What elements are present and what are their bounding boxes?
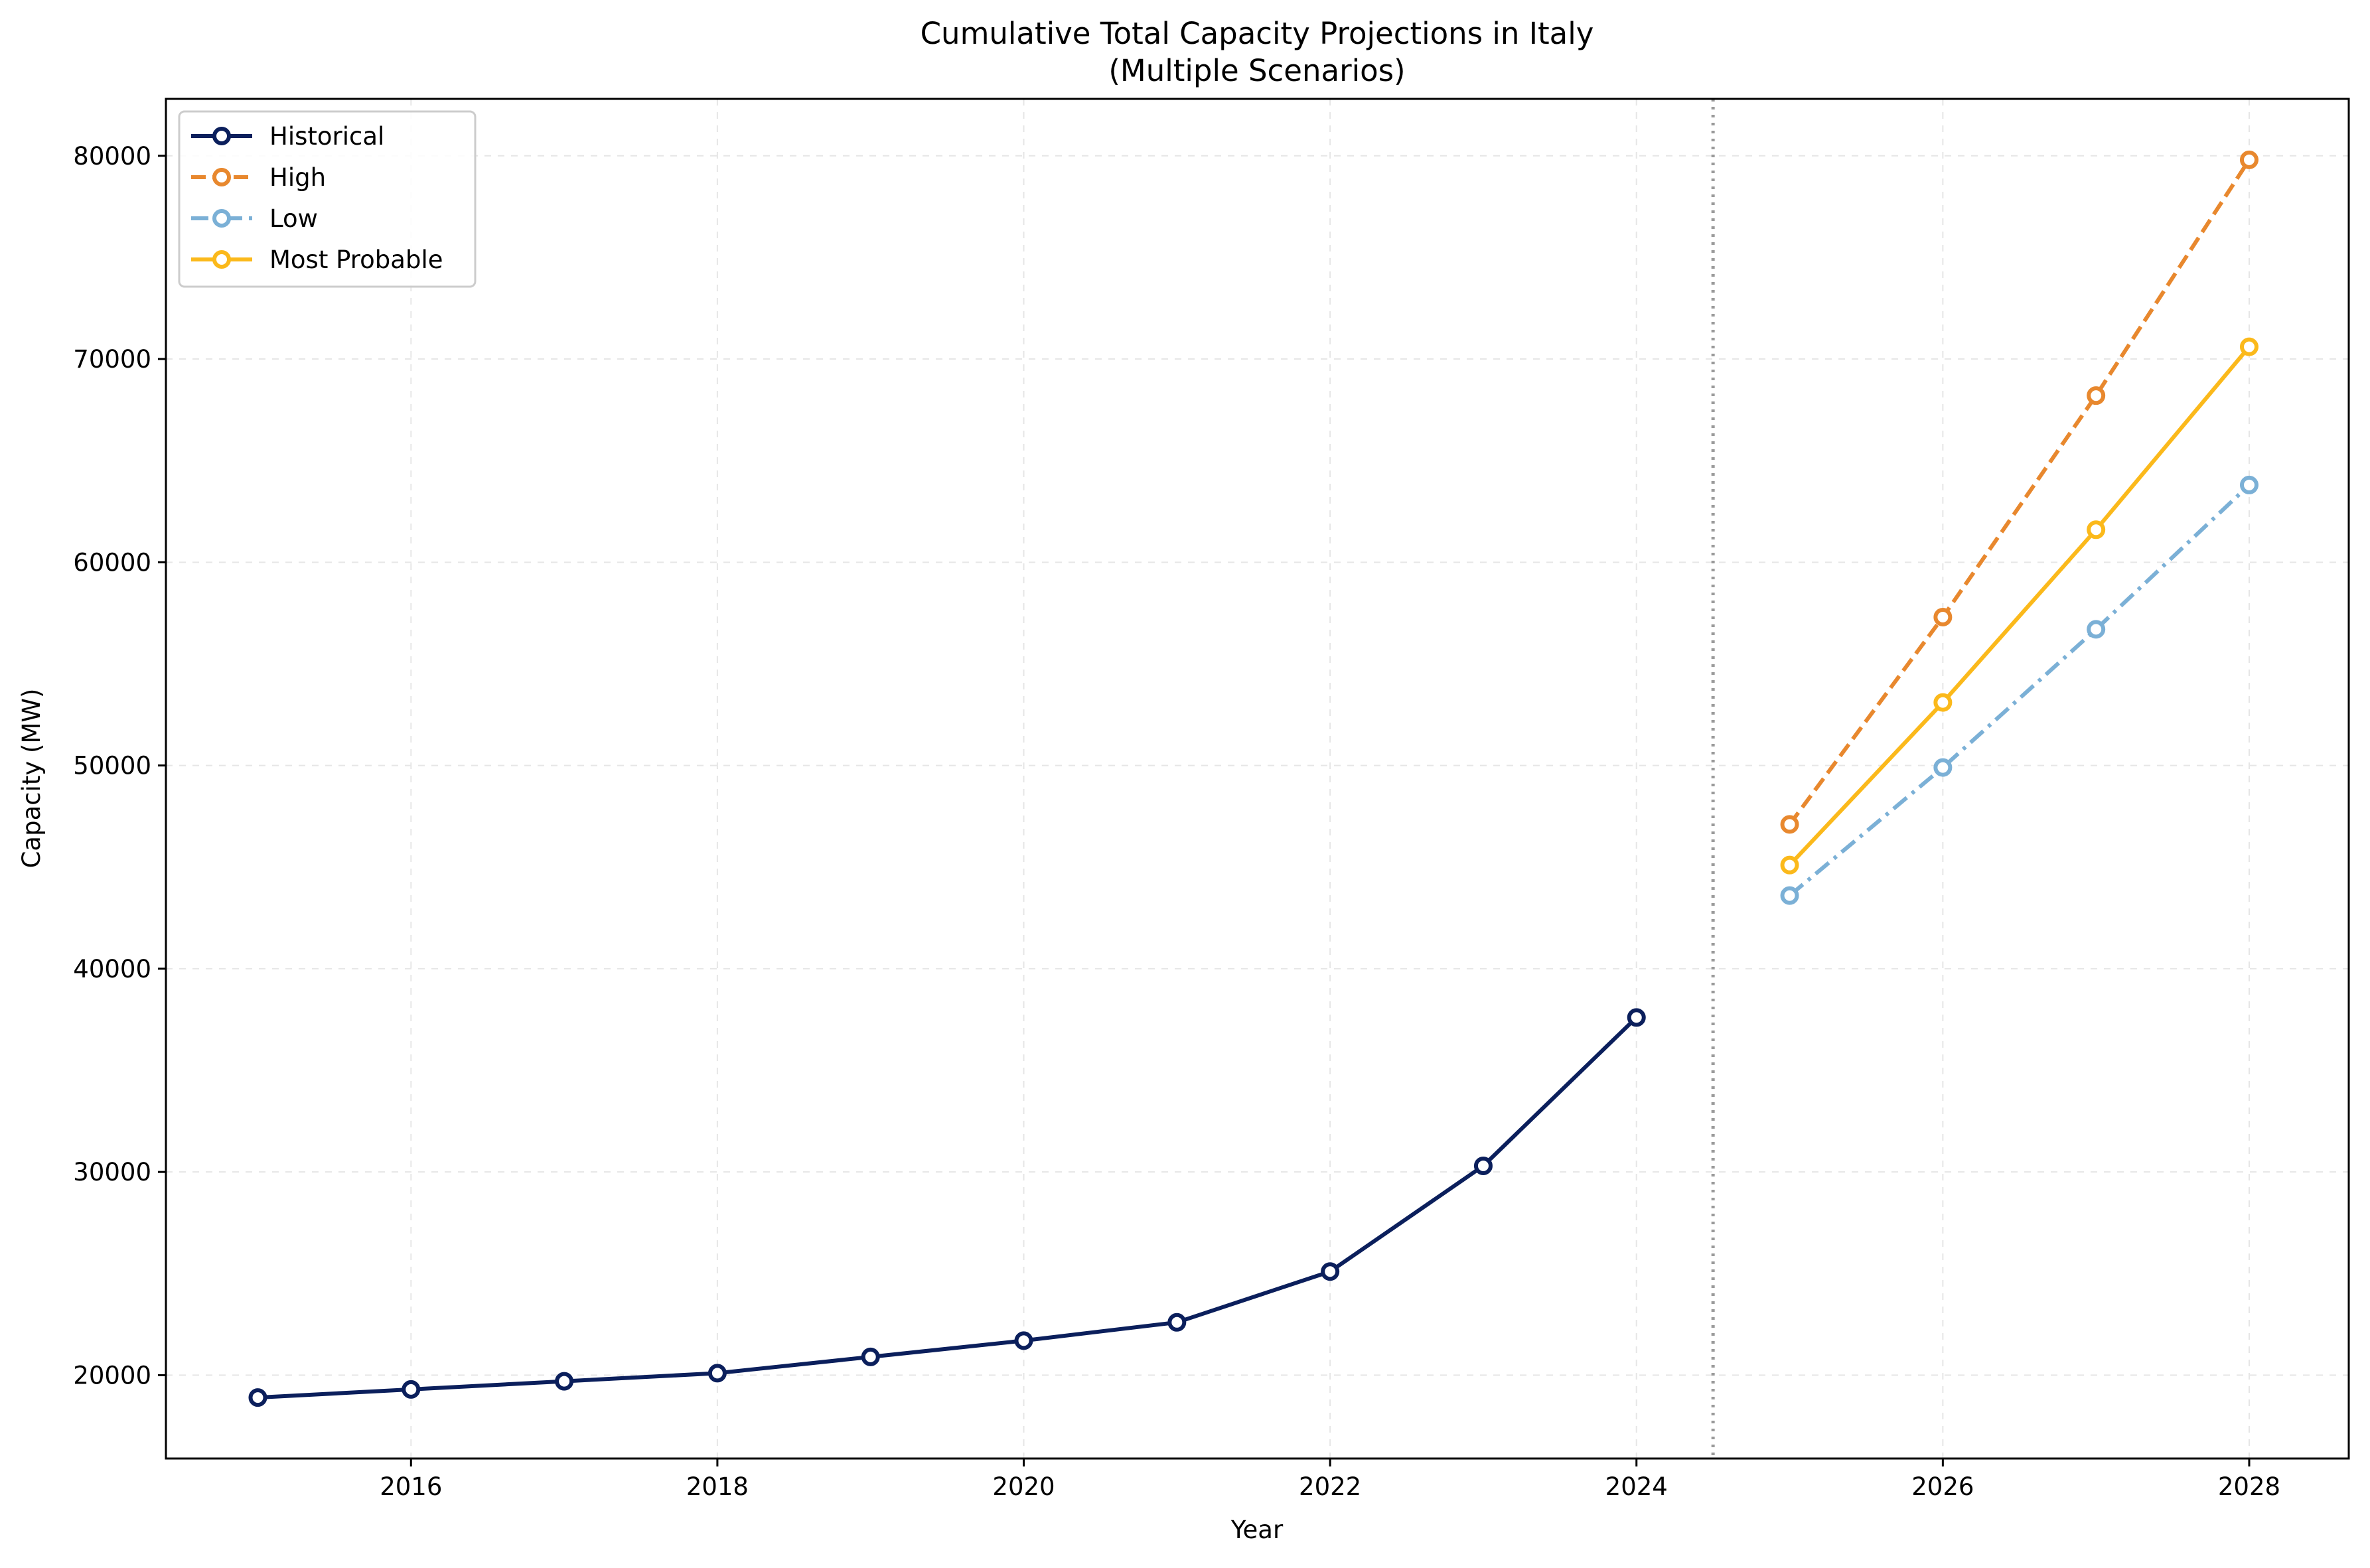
y-tick-label: 20000	[73, 1361, 151, 1390]
legend-label: Low	[269, 204, 318, 233]
series-high	[1780, 150, 2259, 834]
series-line-historical	[258, 1016, 1638, 1400]
data-point-historical	[402, 1380, 421, 1399]
data-point-historical	[555, 1372, 574, 1391]
series-line-most-probable	[1788, 345, 2251, 867]
data-point-most-probable	[1933, 693, 1953, 712]
x-tick-label: 2024	[1605, 1472, 1668, 1501]
legend-label: High	[269, 163, 326, 192]
x-tick-label: 2020	[992, 1472, 1055, 1501]
plot-frame	[165, 98, 2350, 1460]
legend-item-high: High	[191, 163, 326, 192]
series-line-high	[1788, 159, 2251, 826]
y-tick-label: 40000	[73, 955, 151, 983]
grid-layer	[166, 99, 2349, 1459]
x-tick-label: 2018	[686, 1472, 749, 1501]
x-tick-label: 2022	[1299, 1472, 1361, 1501]
legend-label: Most Probable	[269, 246, 443, 274]
legend-item-historical: Historical	[191, 122, 384, 151]
legend-marker	[212, 127, 231, 145]
series-low	[1780, 475, 2259, 905]
y-tick-label: 60000	[73, 548, 151, 577]
x-axis-ticks: 2016 2018 2020 2022 2024 2026 2028	[380, 1459, 2280, 1501]
y-axis-label: Capacity (MW)	[17, 689, 46, 869]
data-point-historical	[707, 1364, 727, 1383]
data-point-high	[2239, 150, 2259, 169]
data-point-low	[1933, 758, 1953, 777]
data-point-most-probable	[2087, 520, 2106, 539]
data-point-most-probable	[2239, 337, 2259, 356]
x-tick-label: 2016	[380, 1472, 442, 1501]
x-axis-label: Year	[1230, 1516, 1284, 1544]
data-point-low	[2239, 475, 2259, 494]
legend-marker	[212, 250, 231, 269]
data-point-high	[2087, 386, 2106, 405]
data-point-low	[2087, 620, 2106, 639]
chart-subtitle: (Multiple Scenarios)	[1108, 53, 1405, 88]
data-point-historical	[1167, 1313, 1187, 1332]
data-point-historical	[861, 1347, 880, 1366]
x-tick-label: 2026	[1911, 1472, 1974, 1501]
legend-marker	[212, 209, 231, 228]
series-layer	[248, 150, 2259, 1407]
legend-box	[178, 110, 477, 288]
y-tick-label: 80000	[73, 142, 151, 171]
series-line-low	[1788, 483, 2251, 897]
legend-item-most-probable: Most Probable	[191, 246, 443, 274]
y-axis-ticks: 20000 30000 40000 50000 60000 70000 80000	[73, 142, 166, 1390]
series-historical	[248, 1008, 1646, 1407]
data-point-historical	[1014, 1331, 1033, 1350]
legend: Historical High Low Most Probable	[178, 110, 477, 288]
x-tick-label: 2028	[2218, 1472, 2280, 1501]
data-point-historical	[1473, 1156, 1493, 1175]
data-point-high	[1780, 815, 1799, 834]
chart-title: Cumulative Total Capacity Projections in…	[921, 16, 1594, 51]
legend-item-low: Low	[191, 204, 318, 233]
y-tick-label: 70000	[73, 345, 151, 374]
legend-marker	[212, 168, 231, 186]
data-point-historical	[248, 1388, 267, 1407]
data-point-historical	[1321, 1262, 1340, 1281]
series-most-probable	[1780, 337, 2259, 875]
data-point-historical	[1627, 1008, 1646, 1027]
data-point-most-probable	[1780, 855, 1799, 875]
y-tick-label: 50000	[73, 752, 151, 780]
legend-label: Historical	[269, 122, 384, 151]
data-point-high	[1933, 608, 1953, 627]
data-point-low	[1780, 886, 1799, 905]
y-tick-label: 30000	[73, 1158, 151, 1186]
